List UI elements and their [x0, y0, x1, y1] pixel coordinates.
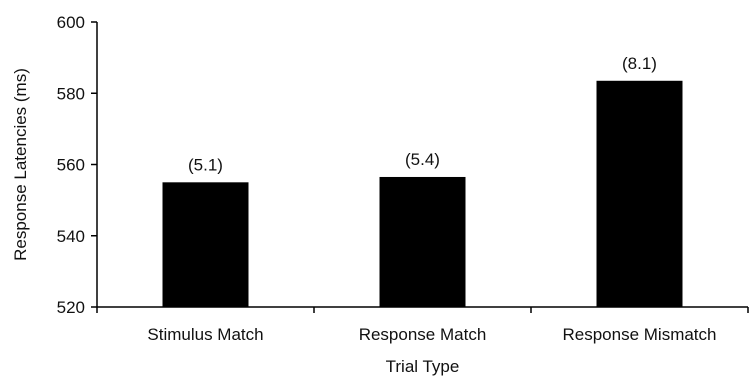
bars — [162, 80, 683, 307]
y-axis-title: Response Latencies (ms) — [11, 68, 30, 261]
y-tick-label: 600 — [57, 13, 85, 32]
category-labels: Stimulus Match Response Match Response Mis… — [96, 307, 749, 344]
bar-response-mismatch — [596, 80, 683, 307]
y-tick-label: 580 — [57, 84, 85, 103]
y-axis-ticks: 520 540 560 580 600 — [57, 13, 97, 317]
data-labels: (5.1) (5.4) (8.1) — [188, 54, 657, 175]
category-label: Response Mismatch — [562, 325, 716, 344]
y-tick-label: 520 — [57, 298, 85, 317]
data-label: (8.1) — [622, 54, 657, 73]
data-label: (5.1) — [188, 155, 223, 174]
x-axis-title: Trial Type — [386, 357, 460, 376]
y-tick-label: 560 — [57, 156, 85, 175]
category-label: Response Match — [359, 325, 487, 344]
data-label: (5.4) — [405, 150, 440, 169]
category-label: Stimulus Match — [147, 325, 263, 344]
bar-response-match — [379, 176, 466, 307]
y-tick-label: 540 — [57, 227, 85, 246]
bar-stimulus-match — [162, 182, 249, 307]
